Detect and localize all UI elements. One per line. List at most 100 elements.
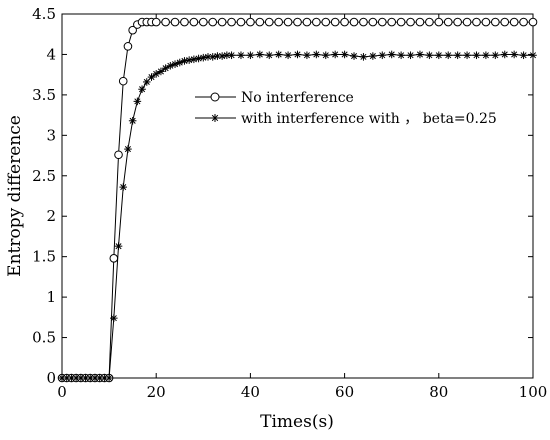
data-point-circle bbox=[283, 17, 293, 27]
data-point-asterisk bbox=[416, 50, 424, 59]
data-point-circle bbox=[528, 17, 538, 27]
data-point-circle bbox=[500, 17, 510, 27]
data-point-asterisk bbox=[359, 53, 368, 61]
data-point-circle bbox=[151, 17, 161, 27]
data-point-circle bbox=[227, 17, 236, 27]
legend: No interference with interference with ，… bbox=[195, 90, 497, 127]
data-point-asterisk bbox=[453, 51, 462, 60]
series-layer bbox=[57, 17, 538, 383]
data-point-asterisk bbox=[519, 51, 528, 60]
data-point-asterisk bbox=[256, 50, 264, 59]
data-point-circle bbox=[123, 42, 133, 51]
x-tick-label: 0 bbox=[57, 383, 67, 401]
data-point-circle bbox=[128, 25, 137, 35]
x-tick-label: 80 bbox=[429, 383, 448, 401]
data-point-asterisk bbox=[435, 51, 443, 60]
data-point-asterisk bbox=[425, 51, 434, 60]
data-point-asterisk bbox=[274, 50, 283, 59]
data-point-asterisk bbox=[213, 52, 222, 60]
data-point-circle bbox=[330, 17, 340, 27]
data-point-asterisk bbox=[133, 97, 142, 106]
data-point-asterisk bbox=[482, 51, 490, 60]
data-point-asterisk bbox=[472, 51, 481, 60]
data-point-asterisk bbox=[110, 314, 118, 322]
series-line bbox=[62, 21, 533, 379]
data-point-circle bbox=[368, 17, 378, 27]
data-point-asterisk bbox=[147, 73, 156, 81]
data-point-asterisk bbox=[100, 374, 109, 382]
data-point-asterisk bbox=[350, 52, 358, 60]
data-point-asterisk bbox=[128, 116, 137, 125]
data-point-circle bbox=[170, 17, 180, 27]
x-axis: 0 20 40 60 80 100 bbox=[57, 14, 547, 401]
data-point-circle bbox=[425, 17, 434, 27]
x-tick-label: 60 bbox=[335, 383, 354, 401]
data-point-circle bbox=[415, 17, 425, 27]
series-no-interference bbox=[57, 17, 538, 383]
y-tick-label: 3.5 bbox=[32, 86, 56, 104]
data-point-asterisk bbox=[218, 52, 226, 60]
data-point-asterisk bbox=[246, 51, 255, 60]
data-point-circle bbox=[274, 17, 283, 27]
data-point-asterisk bbox=[72, 374, 80, 382]
data-point-asterisk bbox=[284, 51, 292, 60]
data-point-circle bbox=[509, 17, 519, 27]
data-point-asterisk bbox=[138, 85, 146, 94]
data-point-asterisk bbox=[444, 51, 453, 60]
data-point-circle bbox=[208, 17, 218, 27]
data-point-asterisk bbox=[369, 52, 377, 60]
data-point-asterisk bbox=[194, 54, 203, 63]
legend-marker-asterisk bbox=[211, 114, 219, 122]
data-point-circle bbox=[359, 17, 368, 27]
legend-label-with-interference: with interference with ， beta=0.25 bbox=[241, 111, 497, 127]
legend-marker-circle bbox=[210, 92, 220, 102]
y-tick-label: 2 bbox=[46, 207, 56, 225]
y-tick-label: 1.5 bbox=[32, 248, 56, 266]
data-point-asterisk bbox=[105, 374, 113, 382]
data-point-asterisk bbox=[463, 51, 471, 60]
data-point-circle bbox=[481, 17, 491, 27]
data-point-circle bbox=[462, 17, 472, 27]
data-point-asterisk bbox=[180, 57, 189, 65]
data-point-circle bbox=[443, 17, 453, 27]
legend-asterisk-glyph bbox=[211, 114, 219, 122]
y-axis-label: Entropy difference bbox=[5, 115, 25, 277]
y-tick-label: 3 bbox=[46, 126, 56, 144]
data-point-circle bbox=[118, 76, 128, 86]
data-point-circle bbox=[293, 17, 302, 27]
x-tick-label: 20 bbox=[147, 383, 166, 401]
data-point-circle bbox=[472, 17, 481, 27]
data-point-asterisk bbox=[406, 51, 415, 60]
data-point-circle bbox=[349, 17, 359, 27]
data-point-asterisk bbox=[190, 55, 198, 64]
data-point-circle bbox=[199, 17, 208, 27]
data-point-circle bbox=[236, 17, 246, 27]
data-point-circle bbox=[246, 17, 255, 27]
x-axis-label: Times(s) bbox=[260, 412, 334, 432]
data-point-circle bbox=[396, 17, 406, 27]
data-point-asterisk bbox=[237, 51, 245, 60]
data-point-circle bbox=[519, 17, 528, 27]
data-point-circle bbox=[312, 17, 321, 27]
data-point-circle bbox=[161, 17, 170, 27]
data-point-circle bbox=[217, 17, 227, 27]
y-tick-label: 4.5 bbox=[32, 5, 56, 23]
y-tick-label: 1 bbox=[46, 288, 56, 306]
series-with-interference bbox=[58, 50, 537, 382]
y-tick-label: 0.5 bbox=[32, 329, 56, 347]
data-point-circle bbox=[491, 17, 500, 27]
data-point-asterisk bbox=[142, 78, 151, 86]
data-point-circle bbox=[321, 17, 331, 27]
data-point-circle bbox=[434, 17, 444, 27]
data-point-circle bbox=[406, 17, 415, 27]
data-point-asterisk bbox=[500, 50, 509, 59]
data-point-asterisk bbox=[378, 51, 387, 60]
data-point-asterisk bbox=[114, 242, 123, 250]
data-point-asterisk bbox=[387, 50, 396, 59]
data-point-asterisk bbox=[529, 51, 537, 60]
data-point-circle bbox=[180, 17, 189, 27]
data-point-circle bbox=[340, 17, 349, 27]
data-point-asterisk bbox=[321, 51, 330, 60]
data-point-asterisk bbox=[265, 51, 274, 60]
